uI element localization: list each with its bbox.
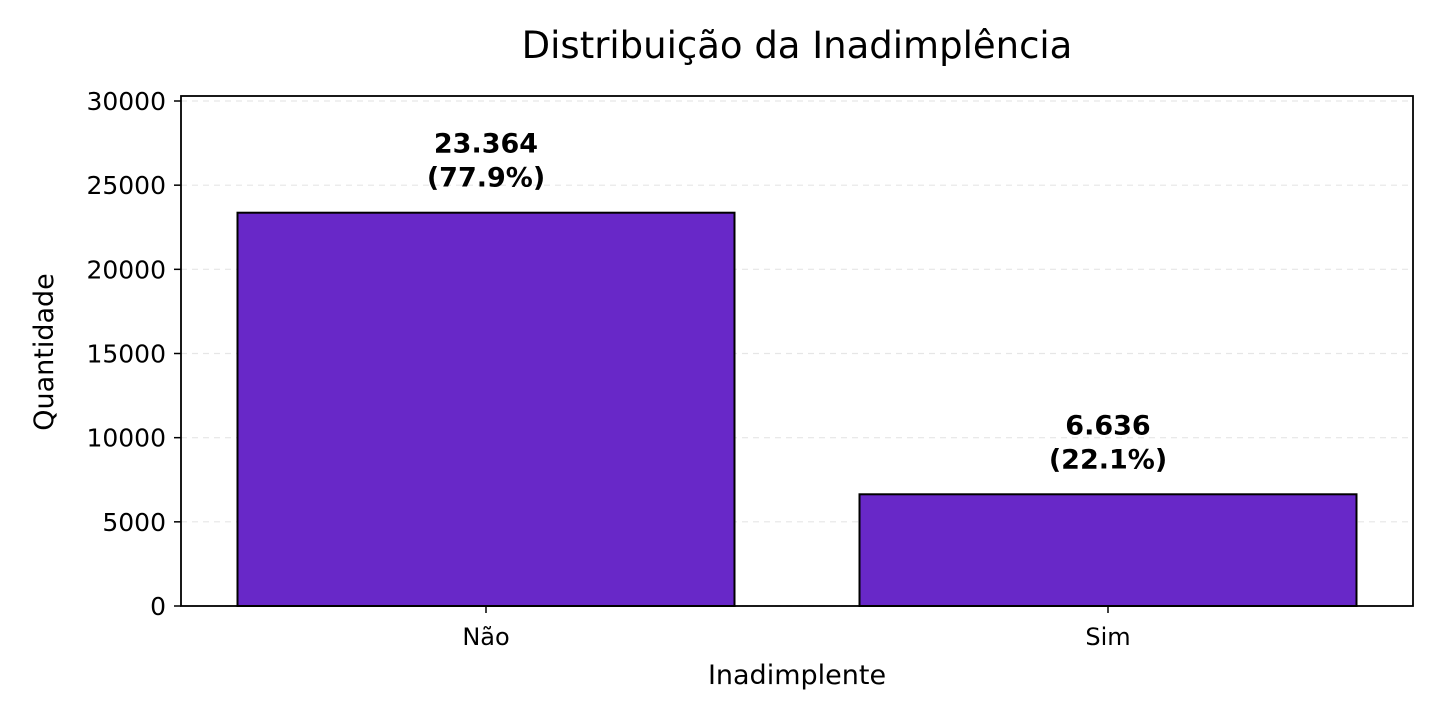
x-tick-label: Não [462,623,509,651]
bar-percent-label: (22.1%) [1049,444,1167,475]
bar-value-label: 6.636 [1065,410,1150,441]
y-axis: 0 5000 10000 15000 20000 25000 30000 [86,87,181,621]
y-tick-label: 5000 [102,508,166,537]
bar-labels: 23.364(77.9%) 6.636(22.1%) [427,129,1167,476]
bar-value-label: 23.364 [434,129,538,160]
y-tick-label: 25000 [86,171,166,200]
x-axis-label: Inadimplente [708,660,886,691]
bar-percent-label: (77.9%) [427,163,545,194]
bar [858,493,1358,608]
x-axis: Não Sim [462,606,1131,651]
y-tick-label: 10000 [86,424,166,453]
bar [236,211,736,607]
y-tick-label: 20000 [86,255,166,284]
x-tick-label: Sim [1085,623,1130,651]
y-axis-label: Quantidade [29,273,60,431]
plot-frame [180,95,1414,607]
y-tick-label: 0 [150,592,166,621]
bars [236,211,1358,608]
y-tick-label: 30000 [86,87,166,116]
chart-title: Distribuição da Inadimplência [522,24,1073,67]
y-tick-label: 15000 [86,340,166,369]
